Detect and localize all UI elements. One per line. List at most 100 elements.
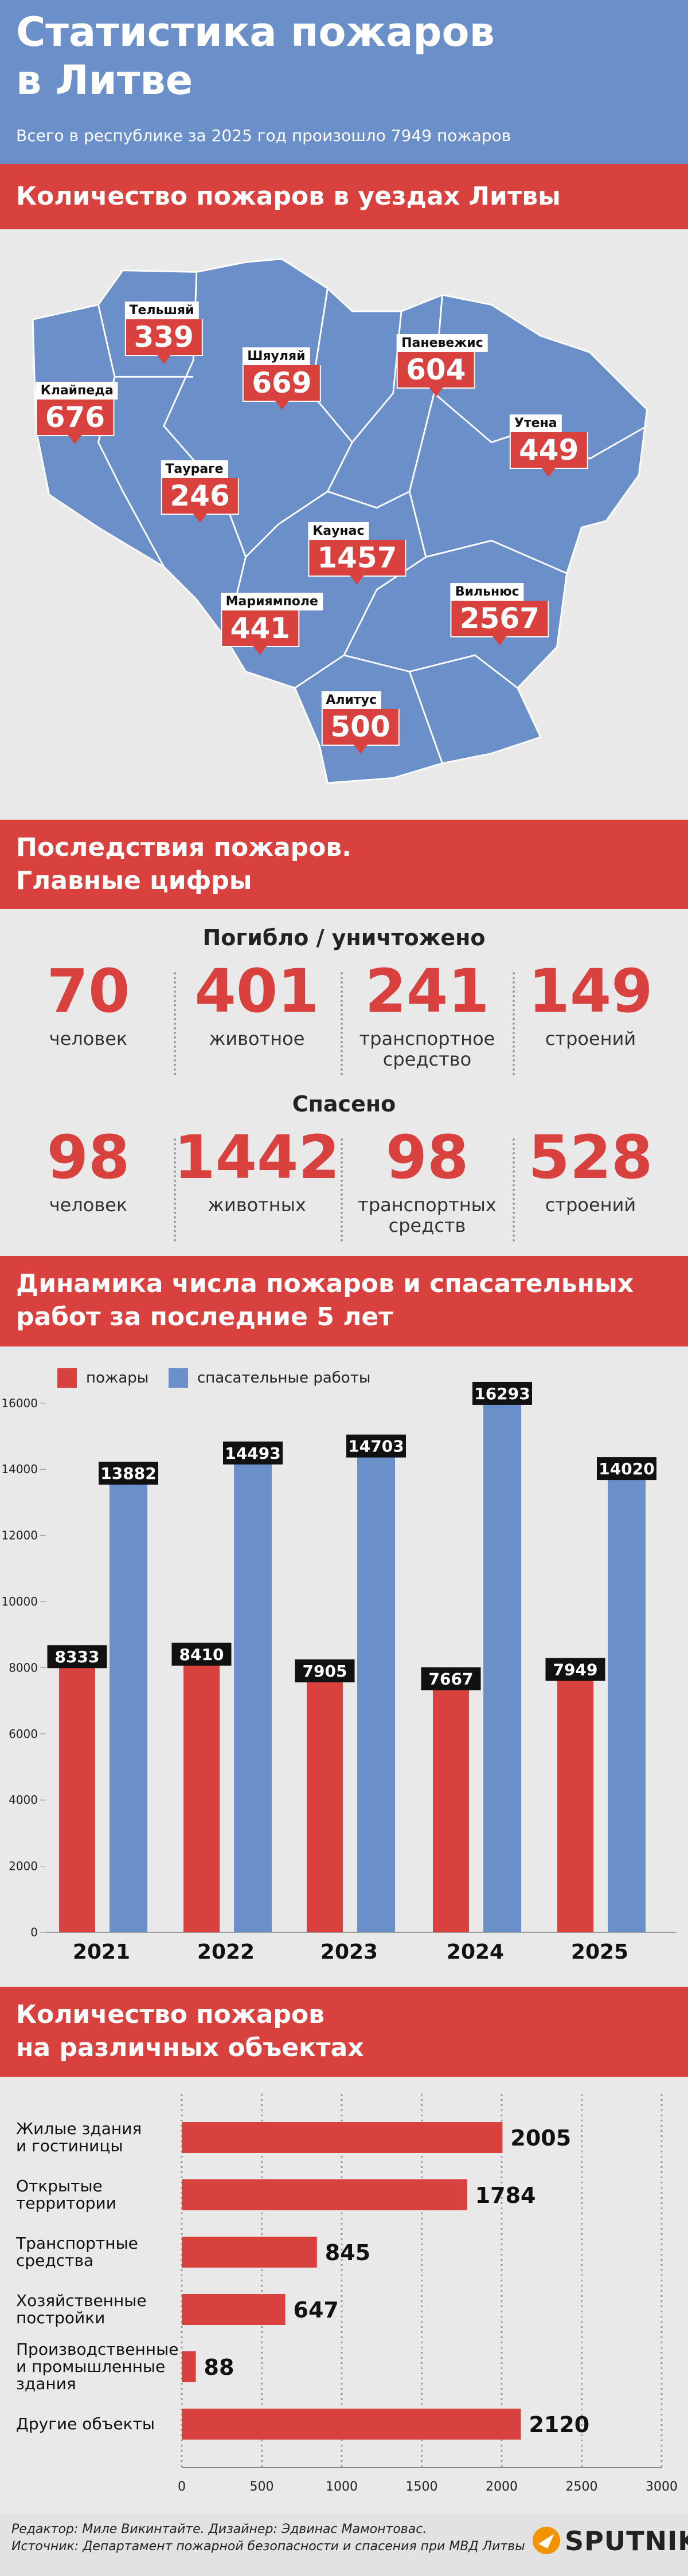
stat-value: 98	[46, 1122, 130, 1192]
legend-label: спасательные работы	[197, 1369, 370, 1387]
category-label: Жилые здания и гостиницы	[16, 2119, 142, 2155]
value-label-box	[47, 1645, 107, 1669]
region-label: Вильнюс 2567	[450, 583, 549, 646]
value-label: 8333	[55, 1647, 100, 1666]
hbar-chart: 0 500 1000 1500 2000 2500 3000 2005 1784 845 647 88…	[178, 2094, 678, 2494]
bar	[557, 1669, 593, 1932]
x-tick-label: 3000	[646, 2480, 678, 2494]
bar	[110, 1473, 147, 1932]
category-label: Другие объекты	[16, 2414, 155, 2433]
region-value: 449	[509, 432, 588, 477]
region-name: Паневежис	[397, 334, 488, 352]
legend-label: пожары	[86, 1369, 148, 1387]
value-label: 2005	[510, 2125, 571, 2151]
section-header: Динамика числа пожаров и спасательных ра…	[0, 1256, 688, 1346]
category-label: Производственные и промышленные здания	[16, 2340, 179, 2393]
subtitle: Всего в республике за 2025 год произошло…	[16, 126, 511, 145]
category-label: Хозяйственные постройки	[16, 2291, 147, 2327]
bar	[483, 1393, 521, 1932]
x-tick-label: 2000	[486, 2480, 518, 2494]
region-value: 669	[243, 365, 321, 410]
y-tick-label: 16000	[1, 1396, 38, 1410]
group-title: Спасено	[292, 1091, 396, 1117]
value-label: 2120	[529, 2412, 589, 2437]
logo: SPUTNIK	[565, 2526, 688, 2557]
x-tick-label: 1500	[406, 2480, 438, 2494]
value-label-box	[421, 1667, 481, 1690]
bar-chart: 0 2000 4000 6000 8000 10000 12000 14000 16000 пож…	[1, 1368, 677, 1964]
x-tick-label: 2023	[320, 1940, 378, 1964]
separator	[174, 972, 176, 1075]
stat-label: строений	[545, 1028, 636, 1050]
stat-value: 1442	[174, 1122, 340, 1192]
region-value: 1457	[308, 540, 406, 585]
separator	[341, 972, 343, 1075]
stat-value: 241	[365, 956, 490, 1026]
y-tick-label: 2000	[9, 1859, 38, 1873]
value-label-box	[346, 1434, 406, 1458]
region-label: Таураге 246	[161, 460, 239, 523]
bar	[182, 2179, 467, 2210]
stat-label: животное	[209, 1028, 305, 1050]
region-name: Утена	[509, 414, 562, 432]
footer: Редактор: Миле Викинтайте. Дизайнер: Эдв…	[0, 2514, 688, 2576]
separator	[513, 1138, 515, 1242]
chart-title: Динамика числа пожаров и спасательных ра…	[16, 1269, 634, 1332]
x-tick-label: 2022	[197, 1940, 255, 1964]
logo-icon	[533, 2527, 560, 2554]
y-tick-label: 0	[30, 1925, 38, 1939]
region-name: Тельшяй	[124, 301, 199, 319]
region-label: Каунас 1457	[308, 522, 406, 585]
category-label: Транспортные средства	[16, 2234, 138, 2270]
section-header: Количество пожаров на различных объектах	[0, 1987, 688, 2077]
region-value: 441	[221, 610, 299, 656]
bar	[608, 1469, 646, 1932]
chart-title: Количество пожаров на различных объектах	[16, 2000, 364, 2062]
value-label: 7905	[303, 1662, 347, 1681]
separator	[174, 1138, 176, 1242]
stat-label: транспортных средств	[358, 1194, 497, 1236]
source: Источник: Департамент пожарной безопасно…	[11, 2539, 525, 2554]
value-label: 14020	[599, 1459, 654, 1478]
stat-label: транспортное средство	[359, 1028, 495, 1070]
region-value: 339	[124, 319, 203, 364]
stat-value: 98	[385, 1122, 469, 1192]
region-value: 676	[36, 399, 115, 444]
region-label: Клайпеда 676	[36, 381, 118, 444]
region-label: Утена 449	[509, 414, 588, 477]
credits: Редактор: Миле Викинтайте. Дизайнер: Эдв…	[11, 2522, 427, 2536]
y-tick-label: 4000	[9, 1793, 38, 1807]
stats: Погибло / уничтожено 70 человек 401 животное…	[0, 909, 688, 1256]
category-label: Открытые территории	[16, 2176, 116, 2213]
separator	[341, 1138, 343, 1242]
stat-label: строений	[545, 1194, 636, 1216]
y-tick-label: 12000	[1, 1529, 38, 1543]
stat-label: человек	[49, 1028, 128, 1050]
x-tick-label: 2500	[566, 2480, 598, 2494]
value-label: 1784	[475, 2183, 536, 2208]
region-name: Вильнюс	[450, 583, 524, 601]
section-header: Количество пожаров в уездах Литвы	[0, 164, 688, 229]
bar	[357, 1446, 395, 1932]
x-tick-label: 2021	[73, 1940, 130, 1964]
section-title: Количество пожаров в уездах Литвы	[16, 182, 561, 211]
x-tick-label: 0	[178, 2480, 186, 2494]
x-tick-label: 2024	[447, 1940, 504, 1964]
y-tick-label: 14000	[1, 1462, 38, 1476]
region-name: Клайпеда	[36, 381, 118, 400]
value-label: 8410	[179, 1645, 224, 1664]
stat-value: 528	[528, 1122, 653, 1192]
region-name: Каунас	[308, 522, 369, 541]
region-name: Алитус	[321, 691, 382, 709]
bar	[183, 1654, 220, 1932]
region-name: Таураге	[161, 460, 228, 478]
value-label-box	[545, 1658, 605, 1681]
bar	[59, 1657, 95, 1932]
bar	[182, 2122, 503, 2153]
bar	[433, 1678, 469, 1932]
bar	[182, 2409, 521, 2440]
bar	[182, 2237, 317, 2268]
region-name: Мариямполе	[221, 593, 323, 611]
section-title: Последствия пожаров. Главные цифры	[16, 833, 351, 895]
group-title: Погибло / уничтожено	[202, 925, 486, 950]
